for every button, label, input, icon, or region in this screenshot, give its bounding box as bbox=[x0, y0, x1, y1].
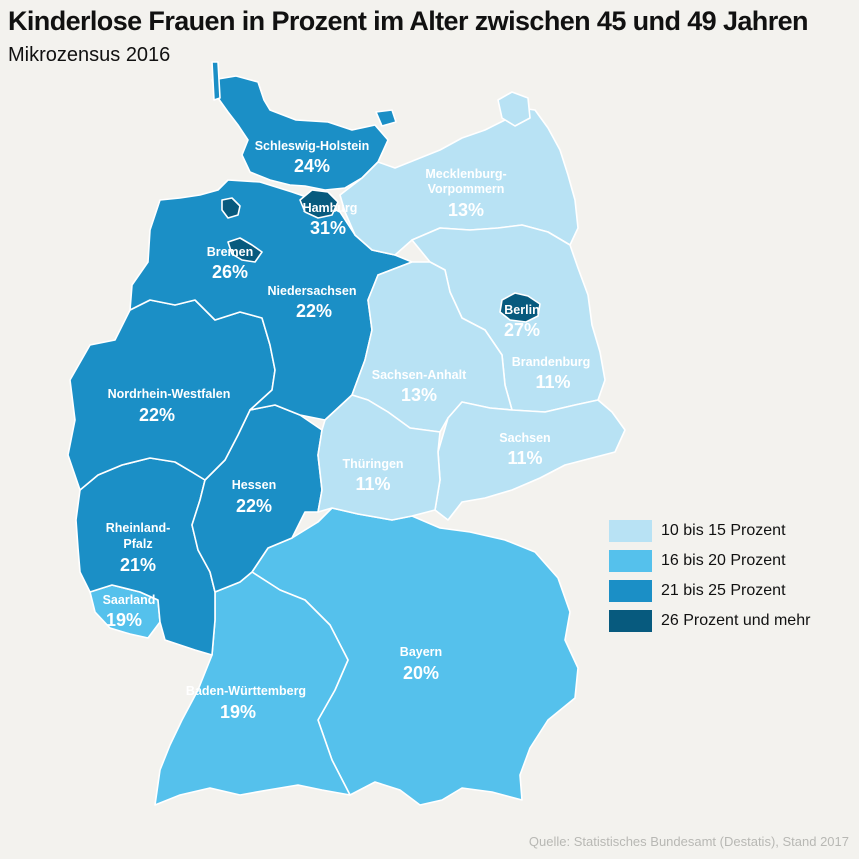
state-sachsen[interactable] bbox=[434, 399, 626, 521]
value-nordrhein-westfalen: 22% bbox=[139, 405, 175, 425]
legend-label: 10 bis 15 Prozent bbox=[661, 522, 786, 539]
label-niedersachsen: Niedersachsen bbox=[268, 284, 357, 298]
map-subtitle: Mikrozensus 2016 bbox=[8, 44, 171, 66]
legend-item: 10 bis 15 Prozent bbox=[609, 516, 810, 546]
label-nordrhein-westfalen: Nordrhein-Westfalen bbox=[108, 387, 231, 401]
state-hamburg[interactable] bbox=[299, 189, 339, 219]
label-berlin: Berlin bbox=[504, 303, 539, 317]
label-baden-wuerttemberg: Baden-Württemberg bbox=[186, 684, 306, 698]
label-mecklenburg-vorpommern-2: Vorpommern bbox=[428, 182, 505, 196]
state-schleswig-holstein[interactable] bbox=[211, 75, 389, 191]
source-note: Quelle: Statistisches Bundesamt (Destati… bbox=[528, 834, 849, 849]
label-rheinland-pfalz-1: Rheinland- bbox=[106, 521, 171, 535]
value-saarland: 19% bbox=[106, 610, 142, 630]
value-berlin: 27% bbox=[504, 320, 540, 340]
legend-label: 16 bis 20 Prozent bbox=[661, 552, 786, 569]
legend-swatch bbox=[609, 580, 652, 602]
legend: 10 bis 15 Prozent 16 bis 20 Prozent 21 b… bbox=[609, 516, 810, 636]
legend-swatch bbox=[609, 610, 652, 632]
label-hamburg: Hamburg bbox=[303, 201, 358, 215]
label-sachsen: Sachsen bbox=[499, 431, 550, 445]
label-mecklenburg-vorpommern-1: Mecklenburg- bbox=[425, 167, 506, 181]
value-sachsen: 11% bbox=[507, 448, 542, 468]
value-hessen: 22% bbox=[236, 496, 272, 516]
value-schleswig-holstein: 24% bbox=[294, 156, 330, 176]
state-berlin[interactable] bbox=[499, 292, 541, 323]
legend-swatch bbox=[609, 550, 652, 572]
value-brandenburg: 11% bbox=[535, 372, 570, 392]
label-bayern: Bayern bbox=[400, 645, 442, 659]
island-ruegen bbox=[497, 91, 531, 127]
label-rheinland-pfalz-2: Pfalz bbox=[123, 537, 152, 551]
state-thueringen[interactable] bbox=[317, 394, 441, 521]
label-hessen: Hessen bbox=[232, 478, 276, 492]
value-niedersachsen: 22% bbox=[296, 301, 332, 321]
value-thueringen: 11% bbox=[355, 474, 390, 494]
island-fehmarn bbox=[375, 109, 397, 127]
legend-label: 21 bis 25 Prozent bbox=[661, 582, 786, 599]
label-sachsen-anhalt: Sachsen-Anhalt bbox=[372, 368, 467, 382]
label-saarland: Saarland bbox=[103, 593, 156, 607]
label-brandenburg: Brandenburg bbox=[512, 355, 590, 369]
state-bremen-bremerhaven[interactable] bbox=[221, 197, 241, 219]
label-thueringen: Thüringen bbox=[342, 457, 403, 471]
legend-swatch bbox=[609, 520, 652, 542]
legend-item: 16 bis 20 Prozent bbox=[609, 546, 810, 576]
value-bayern: 20% bbox=[403, 663, 439, 683]
value-baden-wuerttemberg: 19% bbox=[220, 702, 256, 722]
value-bremen: 26% bbox=[212, 262, 248, 282]
island-sylt bbox=[211, 61, 221, 101]
state-mecklenburg-vorpommern[interactable] bbox=[339, 107, 579, 256]
legend-item: 26 Prozent und mehr bbox=[609, 606, 810, 636]
label-schleswig-holstein: Schleswig-Holstein bbox=[255, 139, 370, 153]
state-bremen[interactable] bbox=[227, 237, 263, 263]
value-mecklenburg-vorpommern: 13% bbox=[448, 200, 484, 220]
value-sachsen-anhalt: 13% bbox=[401, 385, 437, 405]
legend-label: 26 Prozent und mehr bbox=[661, 612, 811, 629]
value-rheinland-pfalz: 21% bbox=[120, 555, 156, 575]
label-bremen: Bremen bbox=[207, 245, 254, 259]
value-hamburg: 31% bbox=[310, 218, 346, 238]
map-title: Kinderlose Frauen in Prozent im Alter zw… bbox=[8, 6, 809, 36]
legend-item: 21 bis 25 Prozent bbox=[609, 576, 810, 606]
